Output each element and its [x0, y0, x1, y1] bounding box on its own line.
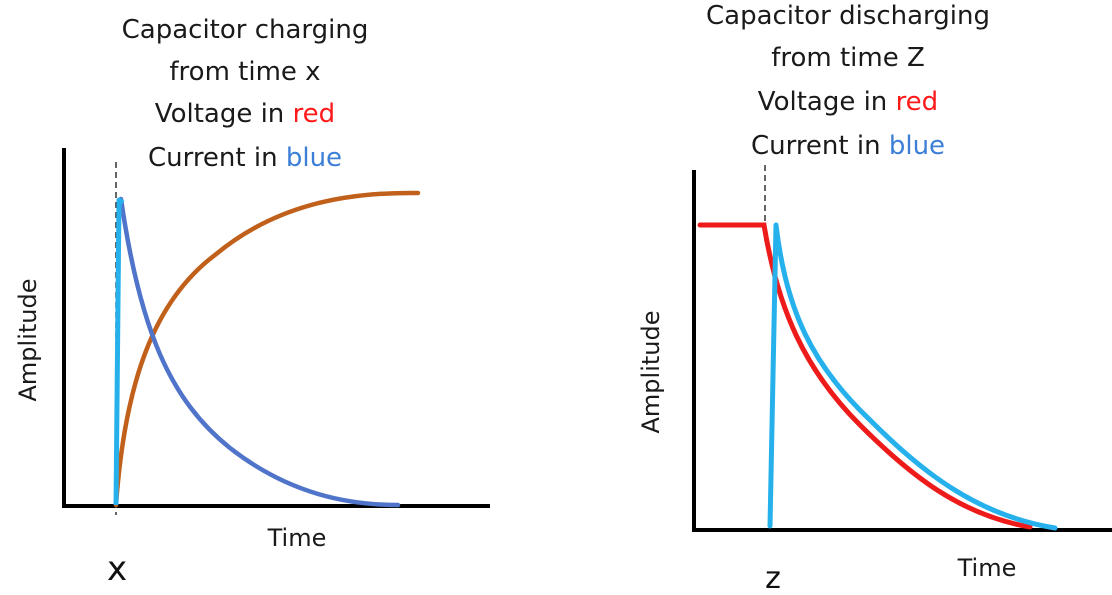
charging-time-marker-label: x — [107, 549, 127, 589]
charging-current-color-word: blue — [286, 143, 342, 173]
discharging-title-line-2: from time Z — [771, 43, 925, 73]
charging-current-spike — [113, 197, 125, 506]
charging-x-axis-label: Time — [267, 524, 327, 552]
discharging-current-legend: Current in blue — [751, 131, 945, 161]
discharging-time-marker-label: z — [765, 561, 781, 595]
charging-current-legend: Current in blue — [148, 143, 342, 173]
charging-y-axis-label: Amplitude — [14, 279, 42, 402]
discharging-current-color-word: blue — [889, 131, 945, 161]
discharging-x-axis-label: Time — [957, 554, 1017, 582]
charging-voltage-legend: Voltage in red — [155, 99, 335, 129]
discharging-voltage-legend: Voltage in red — [758, 87, 938, 117]
charging-current-prefix: Current in — [148, 143, 286, 173]
charging-title-line-1: Capacitor charging — [122, 15, 369, 45]
discharging-current-curve — [767, 222, 1058, 531]
discharging-voltage-color-word: red — [896, 87, 939, 117]
discharging-current-prefix: Current in — [751, 131, 889, 161]
discharging-panel: Capacitor discharging from time Z Voltag… — [637, 1, 1112, 595]
charging-title-line-2: from time x — [169, 57, 320, 87]
discharging-voltage-curve — [697, 222, 1033, 530]
discharging-title-line-1: Capacitor discharging — [706, 1, 990, 31]
discharging-voltage-prefix: Voltage in — [758, 87, 896, 117]
charging-panel: Capacitor charging from time x Voltage i… — [14, 15, 490, 589]
charging-current-curve — [118, 196, 401, 508]
charging-voltage-curve — [113, 190, 421, 508]
charging-voltage-prefix: Voltage in — [155, 99, 293, 129]
discharging-y-axis-label: Amplitude — [637, 311, 665, 434]
charging-voltage-color-word: red — [293, 99, 336, 129]
